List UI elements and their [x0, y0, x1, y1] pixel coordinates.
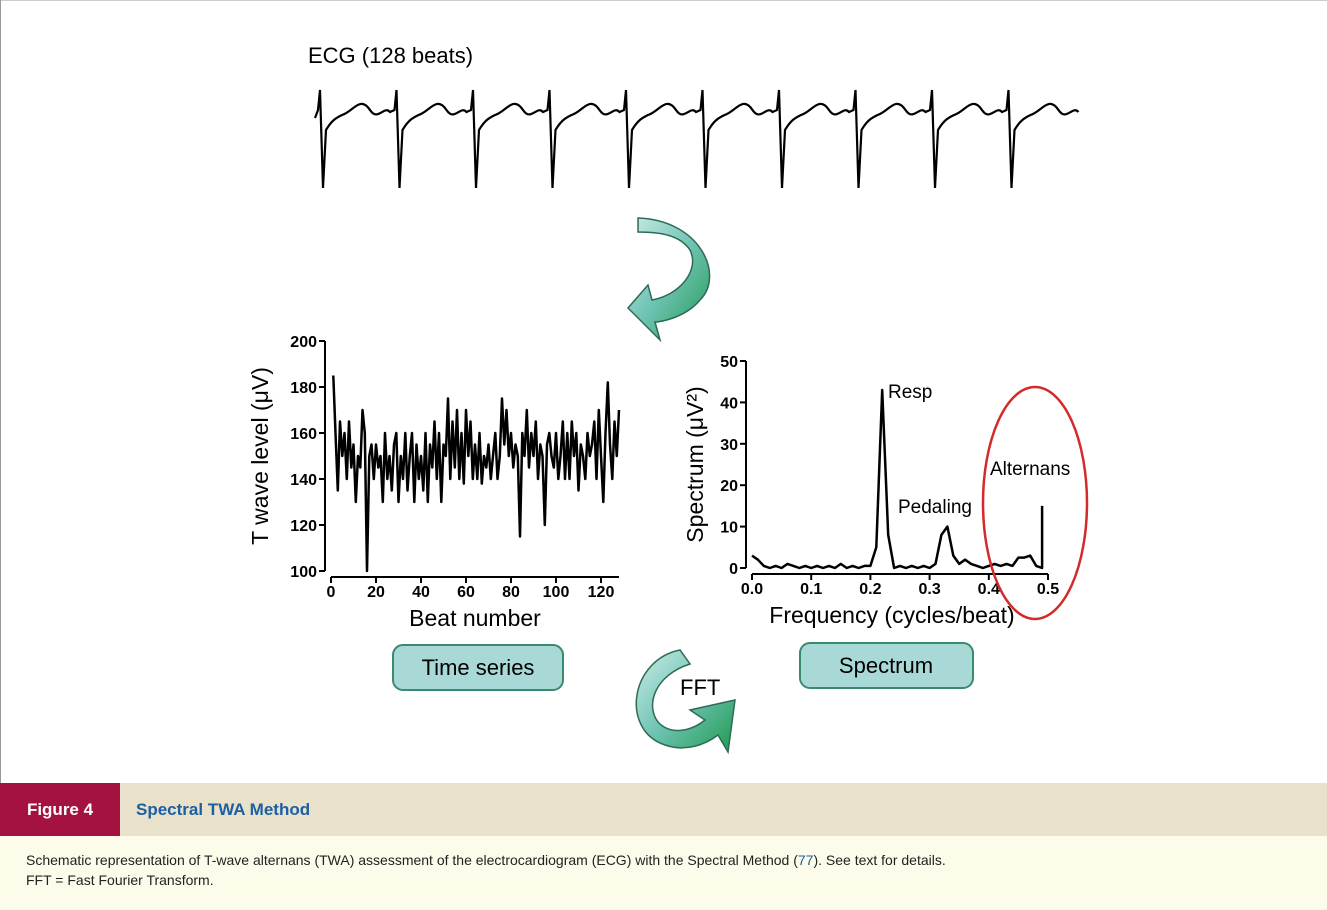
figure-title: Spectral TWA Method	[136, 799, 311, 819]
x-tick-label: 0.1	[800, 581, 822, 598]
figure: ECG (128 beats) FFT Time series Spectrum…	[0, 0, 1327, 783]
x-tick-label: 0.2	[859, 581, 881, 598]
x-tick-label: 0.5	[1037, 581, 1059, 598]
y-tick-label: 160	[290, 426, 317, 443]
y-tick-label: 50	[720, 354, 738, 371]
y-tick-label: 140	[290, 472, 317, 489]
y-axis-label: T wave level (μV)	[247, 367, 273, 545]
y-tick-label: 120	[290, 518, 317, 535]
time-series-label: Time series	[422, 655, 535, 680]
y-tick-label: 100	[290, 564, 317, 581]
x-tick-label: 20	[367, 584, 385, 601]
ecg-label: ECG (128 beats)	[308, 43, 473, 68]
y-axis-label: Spectrum (μV²)	[682, 386, 708, 542]
x-tick-label: 0.3	[918, 581, 940, 598]
spectrum-box	[799, 642, 974, 689]
y-tick-label: 180	[290, 380, 317, 397]
x-tick-label: 0	[327, 584, 336, 601]
fft-label: FFT	[680, 675, 720, 700]
y-tick-label: 0	[729, 561, 738, 578]
x-axis-label: Beat number	[409, 605, 541, 631]
figure-number: Figure 4	[0, 783, 120, 836]
time-series-box	[392, 644, 564, 691]
arrow-down	[626, 217, 711, 343]
caption-note: FFT = Fast Fourier Transform.	[26, 872, 214, 888]
caption-bar: Figure 4 Spectral TWA Method	[0, 783, 1327, 836]
y-tick-label: 40	[720, 395, 738, 412]
ecg-trace	[313, 89, 1080, 189]
data-line	[332, 375, 621, 573]
caption-text: Schematic representation of T-wave alter…	[0, 836, 1327, 910]
x-tick-label: 0.0	[741, 581, 763, 598]
y-tick-label: 30	[720, 437, 738, 454]
y-tick-label: 20	[720, 478, 738, 495]
x-axis-label: Frequency (cycles/beat)	[769, 602, 1014, 628]
x-tick-label: 100	[543, 584, 570, 601]
figure-border	[0, 0, 1327, 783]
reference[interactable]: 77	[797, 852, 814, 868]
x-tick-label: 0.4	[978, 581, 1000, 598]
x-tick-label: 40	[412, 584, 430, 601]
arrow-fft	[635, 649, 736, 755]
annotation: Resp	[888, 382, 932, 403]
x-tick-label: 60	[457, 584, 475, 601]
y-tick-label: 10	[720, 520, 738, 537]
annotation: Alternans	[990, 459, 1070, 480]
annotation: Pedaling	[898, 497, 972, 518]
data-line	[751, 388, 1044, 570]
caption-body: ). See text for details.	[813, 852, 946, 868]
x-tick-label: 120	[588, 584, 615, 601]
x-tick-label: 80	[502, 584, 520, 601]
alternans-highlight	[981, 385, 1089, 621]
caption-body: Schematic representation of T-wave alter…	[26, 852, 798, 868]
caption: Figure 4 Spectral TWA Method Schematic r…	[0, 783, 1327, 910]
spectrum-label: Spectrum	[839, 653, 933, 678]
y-tick-label: 200	[290, 334, 317, 351]
ecg-line	[313, 89, 1080, 189]
